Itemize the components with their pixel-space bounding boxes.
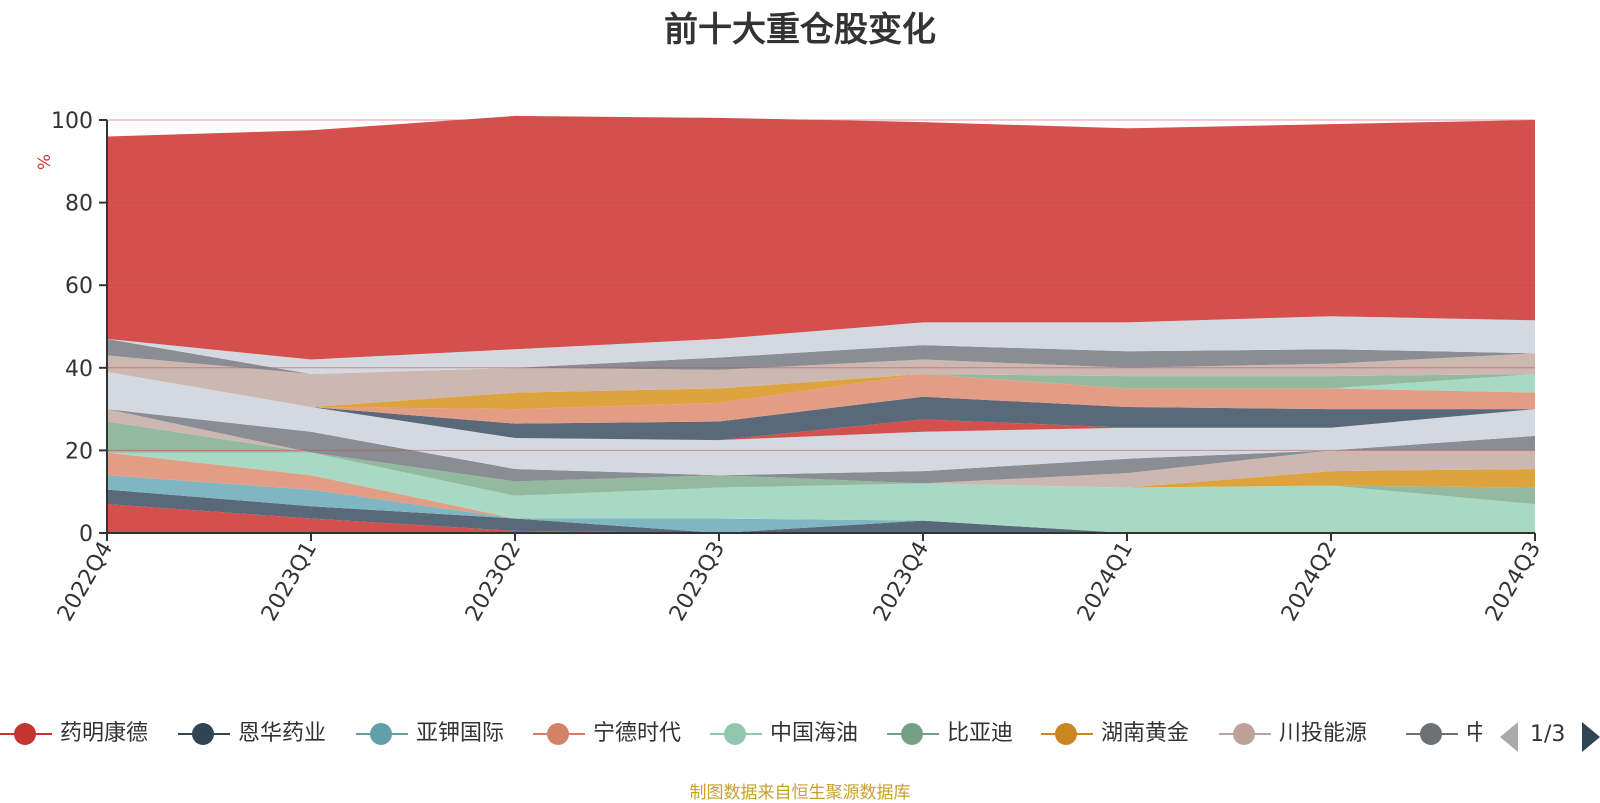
area-band-10 [107,371,1535,476]
stacked-area-chart: 0 20 40 60 80 100 2022Q4 2023Q1 2023Q2 2023Q3 2023… [35,109,1546,626]
area-band-6 [107,421,1535,505]
x-tick-label: 2024Q2 [1277,538,1342,626]
area-band-18 [107,338,1535,374]
area-band-14 [107,371,1535,410]
area-band-20 [107,115,1535,360]
area-band-5 [107,452,1535,533]
x-tick-label: 2023Q4 [869,538,934,626]
x-tick-label: 2023Q1 [257,538,322,626]
area-band-16 [107,371,1535,407]
x-tick-label: 2022Q4 [53,538,118,626]
legend: 药明康德 恩华药业 亚钾国际 宁德时代 中国海油 比亚迪 湖南黄金 川投能源 中国神华 1/3 [0,716,1600,756]
x-tick-label: 2023Q3 [665,538,730,626]
legend-label: 中国海油 [770,721,859,746]
legend-dot-icon [1055,723,1077,745]
y-tick-label: 80 [65,192,93,217]
grid-layer [107,119,1535,451]
y-tick-label: 60 [65,274,93,299]
area-band-4 [107,452,1535,533]
legend-dot-icon [901,723,923,745]
area-band-1 [107,504,1535,533]
legend-label: 湖南黄金 [1101,721,1190,746]
y-tick-label: 100 [51,109,93,134]
chart-title: 前十大重仓股变化 [664,10,936,50]
area-band-3 [107,475,1535,533]
legend-dot-icon [192,723,214,745]
area-band-19 [107,316,1535,374]
legend-dot-icon [724,723,746,745]
legend-prev-page-icon[interactable] [1500,722,1518,752]
legend-pager: 1/3 [1500,718,1600,754]
legend-dot-icon [370,723,392,745]
legend-dot-icon [547,723,569,745]
x-tick-label: 2023Q2 [461,538,526,626]
area-band-13 [107,371,1535,424]
legend-dot-icon [14,723,36,745]
legend-label: 中国神华 [1466,721,1482,746]
legend-label: 亚钾国际 [416,721,505,746]
area-layer [107,115,1535,533]
legend-dot-icon [1420,723,1442,745]
area-band-12 [107,371,1535,441]
legend-label: 川投能源 [1279,721,1368,746]
area-band-7 [107,421,1535,488]
legend-items: 药明康德 恩华药业 亚钾国际 宁德时代 中国海油 比亚迪 湖南黄金 川投能源 中国神华 [0,716,1482,756]
legend-label: 药明康德 [60,721,149,746]
y-axis-unit: % [35,154,55,170]
x-tick-label: 2024Q3 [1481,538,1546,626]
legend-next-page-icon[interactable] [1582,722,1600,752]
x-tick-label: 2024Q1 [1073,538,1138,626]
legend-label: 恩华药业 [238,721,327,746]
legend-label: 宁德时代 [593,721,682,746]
area-band-2 [107,489,1535,533]
y-tick-label: 0 [79,522,93,547]
y-tick-label: 40 [65,357,93,382]
y-tick-label: 20 [65,439,93,464]
area-band-9 [107,409,1535,484]
legend-page-label: 1/3 [1530,722,1566,747]
data-source-note: 制图数据来自恒生聚源数据库 [689,783,911,803]
legend-dot-icon [1233,723,1255,745]
legend-label: 比亚迪 [947,721,1014,746]
area-band-17 [107,353,1535,407]
area-band-8 [107,409,1535,488]
